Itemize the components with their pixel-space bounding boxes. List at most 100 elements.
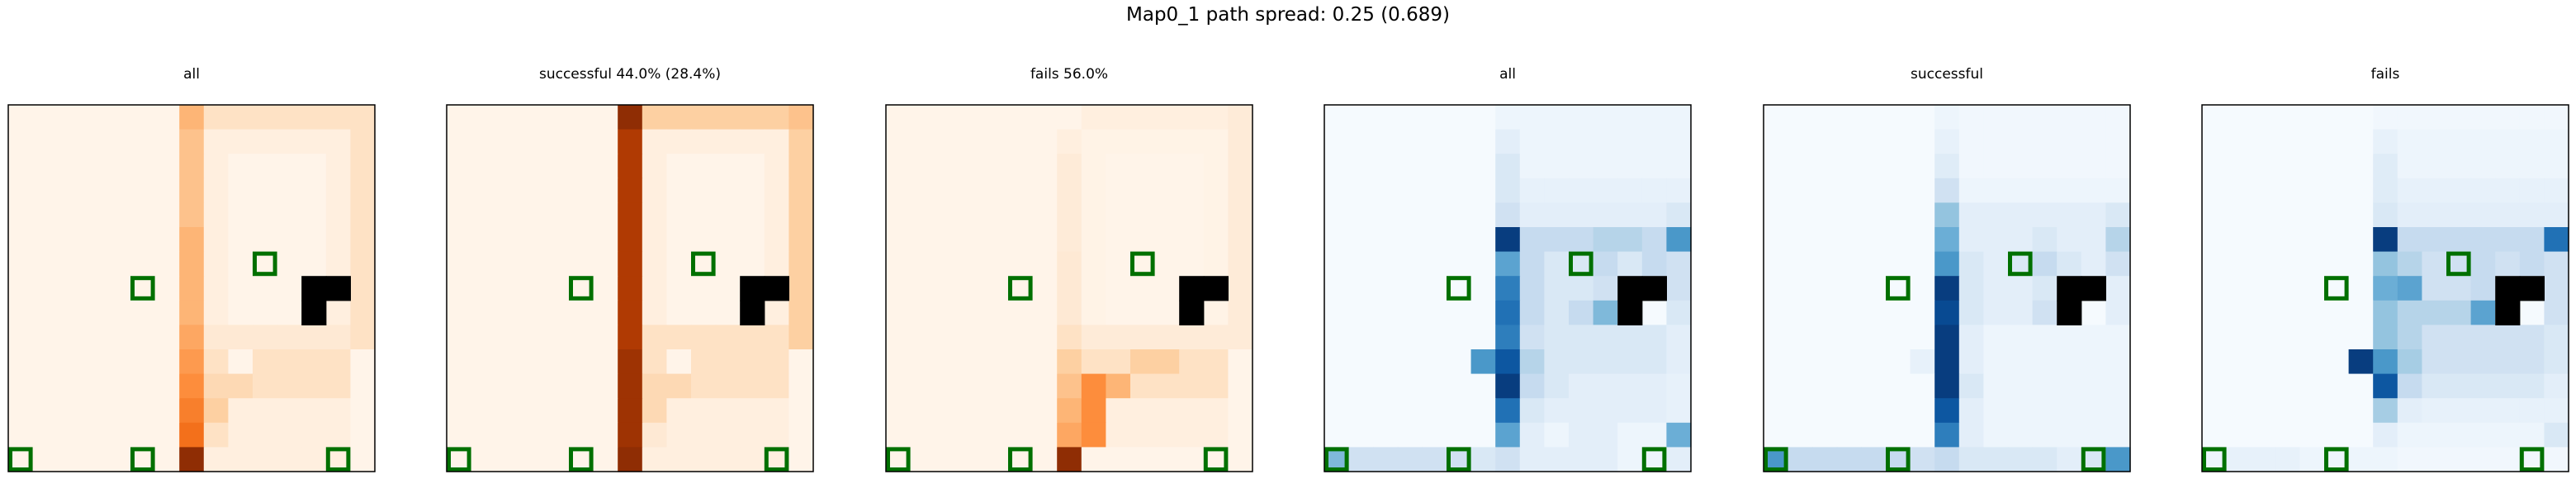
heatmap-cell	[935, 276, 960, 301]
heatmap-cell	[1544, 398, 1570, 424]
heatmap-cell	[228, 276, 253, 301]
heatmap-cell	[2032, 398, 2057, 424]
goal-marker	[1008, 447, 1033, 472]
heatmap-cell	[1032, 251, 1058, 277]
heatmap-cell	[983, 251, 1009, 277]
heatmap-cell	[569, 300, 594, 325]
goal-marker	[1447, 447, 1471, 472]
heatmap-cell	[81, 178, 107, 203]
heatmap-cell	[2422, 202, 2447, 228]
heatmap-cell	[179, 178, 205, 203]
heatmap-cell	[253, 178, 278, 203]
heatmap-cell	[2251, 349, 2276, 375]
heatmap-cell	[1593, 227, 1618, 253]
wall-cell	[2495, 300, 2521, 325]
heatmap-cell	[1228, 154, 1253, 179]
heatmap-cell	[1617, 178, 1643, 203]
heatmap-cell	[228, 105, 253, 130]
heatmap-cell	[228, 373, 253, 399]
heatmap-cell	[1910, 325, 1935, 350]
heatmap-cell	[1934, 154, 1960, 179]
heatmap-cell	[1788, 178, 1813, 203]
heatmap-cell	[2008, 349, 2034, 375]
heatmap-cell	[1764, 227, 1789, 253]
heatmap-cell	[57, 129, 83, 154]
heatmap-cell	[1422, 105, 1447, 130]
heatmap-cell	[1130, 300, 1156, 325]
wall-cell	[740, 300, 765, 325]
heatmap-cell	[2519, 325, 2545, 350]
heatmap-cell	[2397, 178, 2422, 203]
heatmap-cell	[2348, 422, 2374, 448]
heatmap-cell	[495, 251, 521, 277]
heatmap-cell	[1666, 373, 1692, 399]
heatmap-cell	[106, 447, 131, 472]
heatmap-cell	[1886, 300, 1911, 325]
heatmap-cell	[935, 325, 960, 350]
heatmap-cell	[154, 373, 180, 399]
heatmap-cell	[2373, 154, 2398, 179]
heatmap-panel-2	[446, 104, 814, 472]
goal-marker	[8, 447, 33, 472]
heatmap-cell	[2324, 373, 2350, 399]
goal-marker	[2202, 447, 2227, 472]
heatmap-cell	[1958, 398, 1984, 424]
heatmap-cell	[2251, 202, 2276, 228]
heatmap-cell	[618, 398, 643, 424]
panel-title-4: all	[1499, 66, 1516, 83]
heatmap-cell	[1397, 154, 1423, 179]
heatmap-cell	[764, 129, 789, 154]
heatmap-cell	[1764, 276, 1789, 301]
heatmap-cell	[2251, 398, 2276, 424]
heatmap-cell	[325, 129, 351, 154]
heatmap-cell	[179, 447, 205, 472]
heatmap-cell	[1958, 129, 1984, 154]
panel-title-2: successful 44.0% (28.4%)	[538, 66, 722, 83]
heatmap-cell	[1934, 178, 1960, 203]
heatmap-cell	[2081, 154, 2106, 179]
heatmap-cell	[666, 276, 692, 301]
heatmap-cell	[1836, 129, 1862, 154]
heatmap-cell	[2299, 349, 2325, 375]
heatmap-cell	[106, 227, 131, 253]
heatmap-cell	[1203, 422, 1229, 448]
heatmap-cell	[788, 447, 814, 472]
heatmap-cell	[618, 105, 643, 130]
heatmap-cell	[253, 373, 278, 399]
heatmap-cell	[495, 349, 521, 375]
heatmap-cell	[1397, 325, 1423, 350]
heatmap-cell	[2202, 129, 2228, 154]
heatmap-cell	[1203, 300, 1229, 325]
heatmap-cell	[1886, 227, 1911, 253]
heatmap-cell	[1788, 373, 1813, 399]
heatmap-cell	[1203, 105, 1229, 130]
heatmap-cell	[1836, 227, 1862, 253]
heatmap-cell	[886, 373, 912, 399]
heatmap-cell	[301, 202, 327, 228]
heatmap-cell	[1764, 154, 1789, 179]
heatmap-cell	[715, 398, 741, 424]
heatmap-cell	[1130, 398, 1156, 424]
heatmap-cell	[666, 373, 692, 399]
heatmap-cell	[1788, 154, 1813, 179]
heatmap-cell	[179, 325, 205, 350]
heatmap-cell	[983, 154, 1009, 179]
heatmap-cell	[325, 300, 351, 325]
heatmap-cell	[983, 202, 1009, 228]
heatmap-cell	[642, 202, 667, 228]
heatmap-cell	[691, 276, 717, 301]
heatmap-cell	[1569, 349, 1594, 375]
heatmap-cell	[1617, 349, 1643, 375]
heatmap-cell	[788, 276, 814, 301]
heatmap-cell	[2105, 349, 2131, 375]
heatmap-cell	[1324, 325, 1350, 350]
heatmap-cell	[2422, 227, 2447, 253]
heatmap-cell	[1470, 202, 1496, 228]
heatmap-cell	[1593, 202, 1618, 228]
heatmap-cell	[2519, 422, 2545, 448]
heatmap-cell	[325, 154, 351, 179]
heatmap-cell	[959, 276, 984, 301]
goal-marker	[447, 447, 471, 472]
heatmap-cell	[2446, 178, 2472, 203]
heatmap-cell	[1958, 373, 1984, 399]
